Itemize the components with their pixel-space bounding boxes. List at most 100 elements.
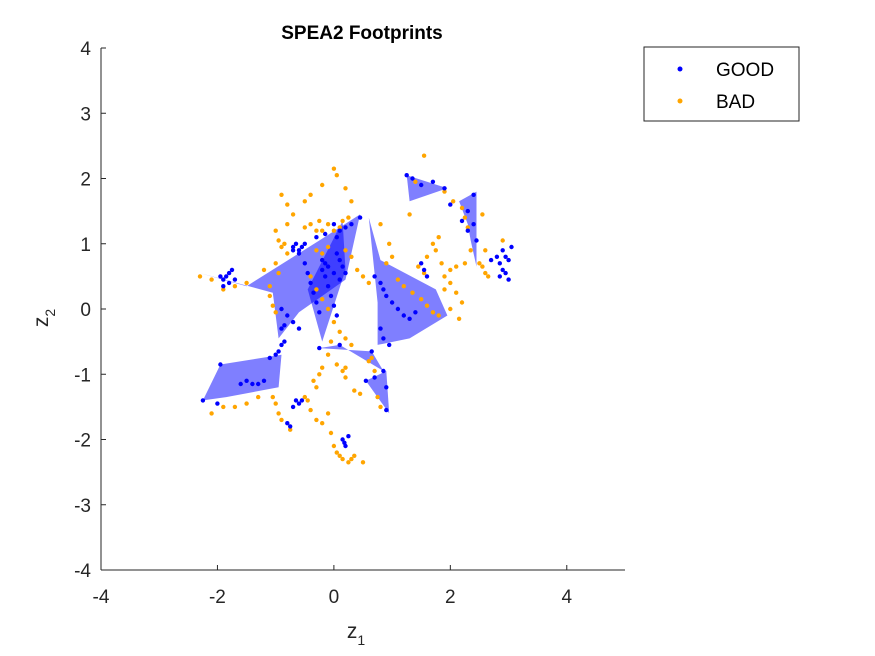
- y-tick-label: -2: [74, 431, 91, 452]
- bad-point: [308, 222, 313, 227]
- good-point: [331, 222, 337, 227]
- good-point: [290, 404, 296, 410]
- good-point: [285, 313, 290, 318]
- good-point: [372, 274, 377, 279]
- bad-point: [433, 248, 438, 253]
- good-point: [419, 261, 424, 266]
- good-point: [323, 231, 328, 237]
- bad-point: [285, 222, 290, 227]
- bad-point: [285, 251, 290, 256]
- bad-point: [349, 342, 354, 348]
- good-point: [401, 313, 406, 318]
- bad-point: [378, 404, 383, 410]
- good-point: [343, 270, 348, 276]
- bad-point: [331, 228, 337, 233]
- good-point: [389, 300, 395, 305]
- good-point: [337, 277, 342, 282]
- y-tick-label: 4: [80, 39, 91, 60]
- good-point: [334, 313, 339, 318]
- good-point: [384, 385, 389, 390]
- bad-point: [305, 398, 310, 403]
- bad-point: [328, 430, 334, 436]
- bad-point: [334, 173, 339, 178]
- good-point: [381, 368, 386, 374]
- bad-point: [314, 287, 319, 292]
- good-point: [381, 287, 386, 292]
- bad-point: [454, 290, 459, 295]
- bad-point: [387, 241, 392, 246]
- bad-point: [314, 385, 319, 390]
- good-point: [384, 293, 389, 299]
- bad-point: [279, 192, 284, 197]
- bad-point: [308, 274, 313, 279]
- bad-point: [279, 244, 284, 250]
- bad-point: [416, 264, 421, 269]
- bad-point: [442, 287, 447, 292]
- good-point: [273, 352, 278, 357]
- bad-point: [462, 261, 468, 266]
- bad-point: [337, 225, 342, 230]
- good-point: [290, 244, 296, 250]
- good-point: [229, 267, 235, 273]
- bad-point: [302, 394, 307, 400]
- good-point: [296, 401, 302, 406]
- bad-point: [221, 287, 226, 292]
- bad-point: [325, 352, 331, 357]
- legend-label-good: GOOD: [716, 60, 774, 81]
- y-tick-label: -1: [74, 365, 91, 386]
- good-point: [261, 378, 267, 383]
- axes: [100, 48, 625, 571]
- bad-point: [352, 453, 357, 458]
- bad-point: [331, 443, 337, 449]
- good-point: [378, 280, 383, 286]
- good-point: [282, 339, 287, 344]
- bad-point: [346, 215, 351, 220]
- bad-point: [320, 228, 325, 233]
- bad-point: [352, 388, 357, 393]
- good-point: [442, 186, 447, 191]
- good-point: [430, 179, 436, 184]
- bad-point: [285, 202, 290, 207]
- y-tick-label: -4: [74, 561, 91, 582]
- bad-point: [401, 284, 406, 289]
- legend-label-bad: BAD: [716, 92, 755, 113]
- good-point: [305, 270, 310, 276]
- bad-point: [454, 264, 459, 269]
- bad-series: [197, 153, 505, 465]
- bad-point: [384, 261, 389, 266]
- bad-point: [267, 284, 272, 289]
- good-point: [331, 270, 337, 276]
- y-axis-label-main: z: [30, 317, 53, 328]
- x-tick-label: 4: [561, 587, 572, 608]
- good-point: [337, 228, 342, 233]
- good-point: [232, 277, 238, 282]
- good-point: [488, 257, 494, 263]
- bad-point: [244, 280, 249, 286]
- x-tick-label: 0: [329, 587, 340, 608]
- bad-point: [436, 235, 441, 240]
- good-point: [279, 306, 284, 312]
- good-point: [395, 306, 401, 312]
- good-point: [218, 362, 223, 367]
- bad-point: [355, 267, 360, 273]
- good-point: [506, 277, 511, 282]
- good-point: [337, 342, 342, 348]
- bad-point: [372, 368, 377, 374]
- good-point: [357, 215, 363, 220]
- good-point: [308, 280, 313, 286]
- y-tick-label: -3: [74, 496, 91, 517]
- bad-point: [273, 228, 278, 233]
- good-point: [302, 261, 307, 266]
- bad-point: [424, 303, 430, 308]
- good-point: [238, 381, 243, 387]
- good-point: [459, 218, 465, 224]
- legend: GOOD BAD: [643, 46, 800, 122]
- bad-point: [331, 166, 337, 171]
- x-tick-label: 2: [445, 587, 456, 608]
- bad-point: [448, 267, 453, 273]
- bad-point: [314, 228, 319, 233]
- good-point: [323, 261, 328, 266]
- good-point: [410, 176, 415, 181]
- bad-point: [442, 274, 447, 279]
- bad-point: [311, 378, 316, 383]
